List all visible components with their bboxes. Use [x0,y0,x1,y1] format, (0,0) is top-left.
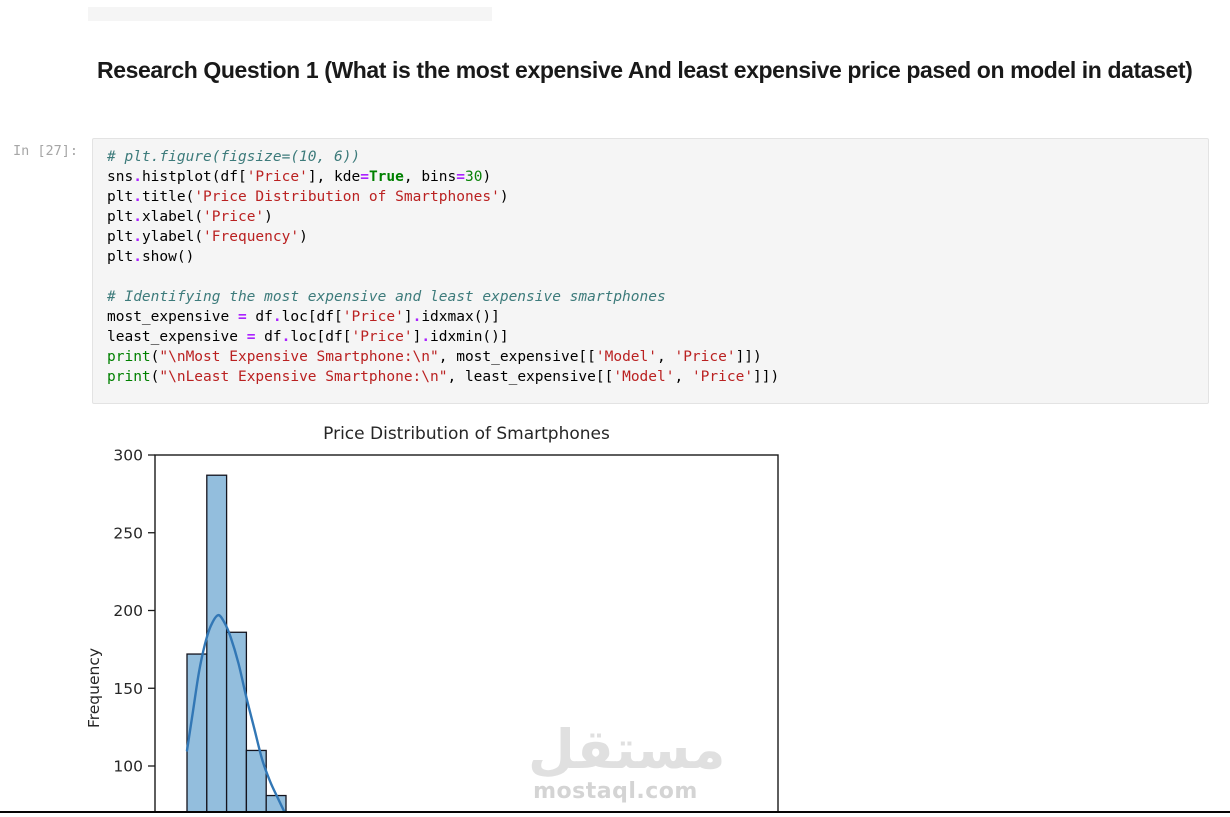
code-line: plt.xlabel('Price') [107,209,273,225]
code-line: # Identifying the most expensive and lea… [107,289,666,305]
table-cell: 184999.000000 [270,0,415,4]
research-question-heading: Research Question 1 (What is the most ex… [97,57,1193,83]
code-editor[interactable]: # plt.figure(figsize=(10, 6)) sns.histplo… [93,139,1208,395]
window-border [0,811,1230,817]
watermark-arabic: مستقل [528,718,726,781]
code-line: # plt.figure(figsize=(10, 6)) [107,149,361,165]
code-line: most_expensive = df.loc[df['Price'].idxm… [107,309,500,325]
watermark-latin: mostaql.com [533,779,698,804]
row-label: max [88,0,130,4]
code-line: least_expensive = df.loc[df['Price'].idx… [107,329,509,345]
table-cell: 75.000000 [415,0,500,4]
histogram-bar [245,749,267,817]
histogram-chart: 300 250 200 150 100 Frequency [85,447,779,817]
y-tick-label: 100 [113,758,143,776]
y-tick-label: 200 [113,602,143,620]
y-tick-label: 300 [113,447,143,465]
code-line: plt.show() [107,249,195,265]
histogram-bar [206,474,228,817]
code-line: sns.histplot(df['Price'], kde=True, bins… [107,169,492,185]
code-cell[interactable]: # plt.figure(figsize=(10, 6)) sns.histplo… [92,138,1209,404]
table-row: max 1015.000000 184999.000000 75.000000 [88,0,500,4]
chart-title: Price Distribution of Smartphones [323,424,610,444]
cell-execution-prompt: In [27]: [13,143,79,159]
y-axis-label: Frequency [85,648,103,728]
plot-frame [154,454,779,817]
kde-curve [185,613,288,817]
histogram-bar [186,653,208,817]
code-line: plt.title('Price Distribution of Smartph… [107,189,509,205]
table-scrollbar[interactable] [88,7,492,21]
code-line: print("\nLeast Expensive Smartphone:\n",… [107,369,780,385]
y-tick-label: 150 [113,680,143,698]
table-cell: 1015.000000 [130,0,270,4]
code-line [107,267,1194,287]
code-line: print("\nMost Expensive Smartphone:\n", … [107,349,762,365]
describe-table-max-row: max 1015.000000 184999.000000 75.000000 [88,0,500,21]
code-line: plt.ylabel('Frequency') [107,229,308,245]
y-tick-label: 250 [113,524,143,542]
